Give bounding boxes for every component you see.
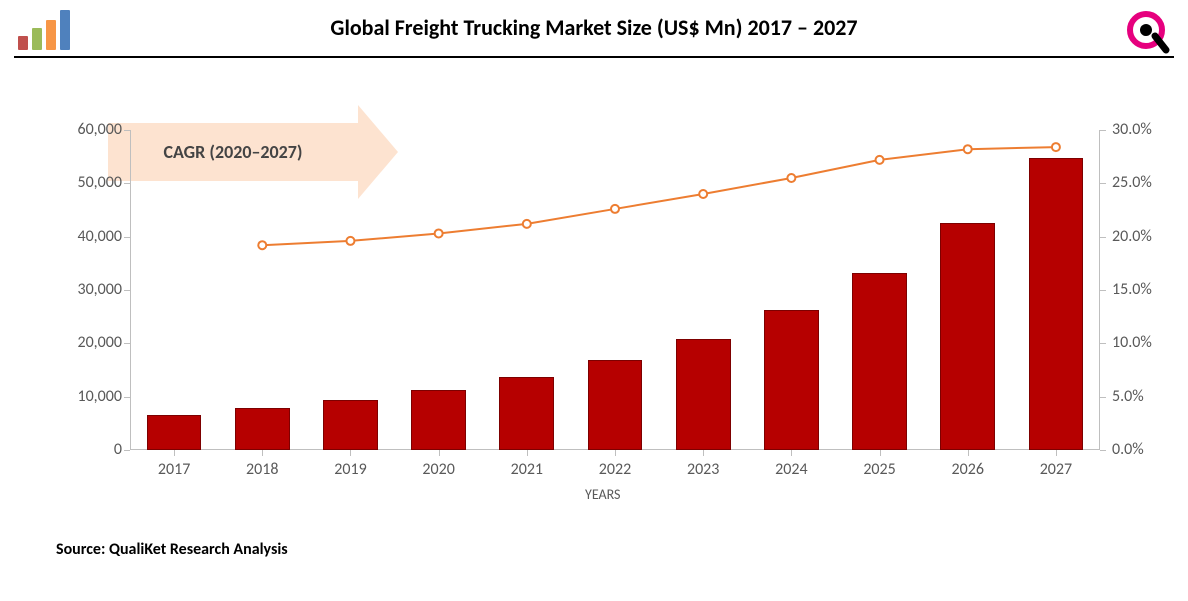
page: Global Freight Trucking Market Size (US$… xyxy=(0,0,1188,601)
x-tick-label: 2018 xyxy=(232,460,292,479)
x-tick-label: 2017 xyxy=(144,460,204,479)
y2-tick-label: 0.0% xyxy=(1112,440,1144,459)
line-marker xyxy=(611,205,619,213)
y2-tick-label: 5.0% xyxy=(1112,387,1144,406)
x-tick-label: 2024 xyxy=(761,460,821,479)
chart-title: Global Freight Trucking Market Size (US$… xyxy=(0,14,1188,41)
x-tick-label: 2022 xyxy=(585,460,645,479)
line-marker xyxy=(876,156,884,164)
y2-tick-label: 15.0% xyxy=(1112,280,1152,299)
y2-tick-label: 25.0% xyxy=(1112,173,1152,192)
y2-tick-label: 30.0% xyxy=(1112,120,1152,139)
x-tick-label: 2026 xyxy=(938,460,998,479)
y1-tick-label: 0 xyxy=(58,440,122,459)
x-tick-label: 2021 xyxy=(497,460,557,479)
y1-tick-label: 30,000 xyxy=(58,280,122,299)
x-tick-label: 2019 xyxy=(320,460,380,479)
line-marker xyxy=(1052,143,1060,151)
x-tick-label: 2020 xyxy=(409,460,469,479)
line-marker xyxy=(964,145,972,153)
combo-chart: 0 10,000 20,000 30,000 40,000 50,000 60,000 0.0… xyxy=(50,100,1150,500)
line-marker xyxy=(787,174,795,182)
plot-area: 010,00020,00030,00040,00050,00060,0000.0… xyxy=(130,130,1100,450)
x-tick-label: 2025 xyxy=(850,460,910,479)
line-marker xyxy=(435,229,443,237)
line-marker xyxy=(523,220,531,228)
growth-line xyxy=(130,130,1100,450)
line-marker xyxy=(258,241,266,249)
x-tick-label: 2023 xyxy=(673,460,733,479)
y2-tick-label: 10.0% xyxy=(1112,333,1152,352)
y1-tick-label: 50,000 xyxy=(58,173,122,192)
y1-tick-label: 40,000 xyxy=(58,227,122,246)
y2-tick-label: 20.0% xyxy=(1112,227,1152,246)
title-underline xyxy=(14,56,1174,58)
line-marker xyxy=(346,237,354,245)
source-note: Source: QualiKet Research Analysis xyxy=(56,540,288,559)
y1-tick-label: 10,000 xyxy=(58,387,122,406)
x-tick-label: 2027 xyxy=(1026,460,1086,479)
line-marker xyxy=(699,190,707,198)
x-axis-title: YEARS xyxy=(585,486,620,503)
y1-tick-label: 20,000 xyxy=(58,333,122,352)
y1-tick-label: 60,000 xyxy=(58,120,122,139)
